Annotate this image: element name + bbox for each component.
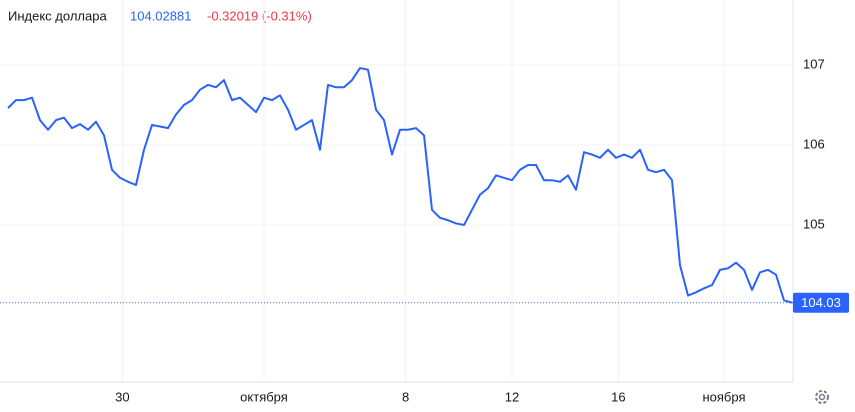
last-price-label: 104.03 [801, 295, 841, 310]
y-tick-label: 105 [803, 216, 825, 231]
x-tick-label: октября [240, 389, 288, 404]
price-line [7, 67, 793, 304]
y-tick-label: 106 [803, 136, 825, 151]
x-tick-label: 8 [402, 389, 409, 404]
price: 104.02881 [130, 8, 191, 23]
x-tick-label: ноября [702, 389, 745, 404]
chart-title: Индекс доллара [8, 8, 107, 23]
y-tick-label: 107 [803, 56, 825, 71]
gear-hub [818, 393, 826, 401]
change: -0.32019 (-0.31%) [207, 8, 312, 23]
gear [815, 390, 829, 404]
last-price-box [793, 292, 849, 313]
x-tick-label: 16 [611, 389, 625, 404]
settings-icon[interactable] [815, 390, 829, 404]
x-tick-label: 30 [115, 389, 129, 404]
x-tick-label: 12 [505, 389, 519, 404]
